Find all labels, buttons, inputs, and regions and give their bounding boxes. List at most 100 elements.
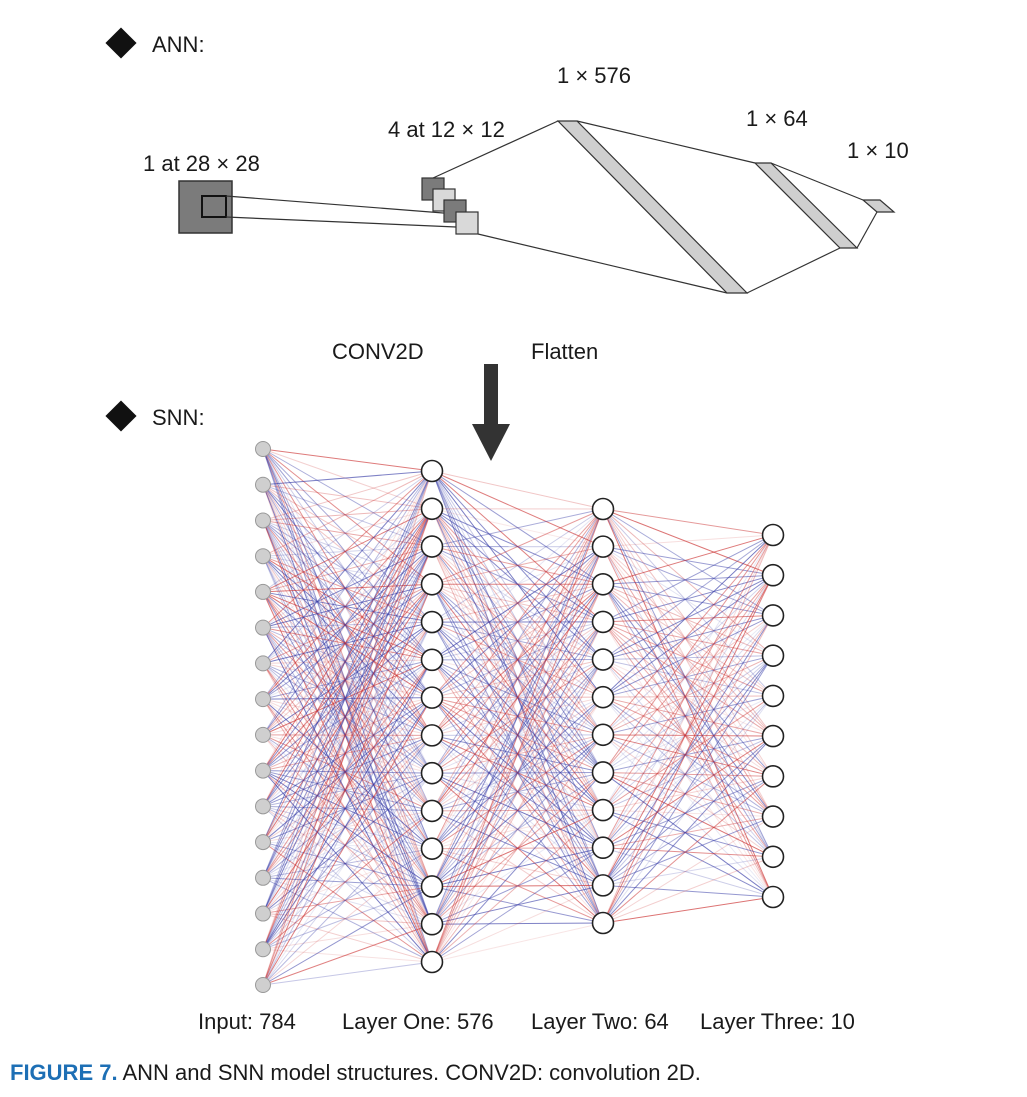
synapse-edge	[262, 546, 433, 664]
synapse-edge	[262, 448, 433, 925]
synapse-edge	[262, 555, 433, 812]
synapse-edge	[431, 809, 604, 963]
synapse-edge	[262, 591, 433, 736]
synapse-edge	[262, 546, 433, 950]
synapse-edge	[431, 546, 604, 736]
synapse-edge	[262, 848, 433, 879]
synapse-edge	[262, 591, 433, 661]
synapse-edge	[431, 546, 604, 887]
synapse-edge	[262, 448, 433, 698]
synapse-edge	[602, 534, 774, 698]
synapse-edge	[262, 546, 433, 914]
synapse-edge	[262, 448, 433, 774]
synapse-edge	[262, 772, 433, 843]
synapse-edge	[262, 659, 433, 772]
synapse-edge	[262, 698, 433, 812]
synapse-edge	[262, 508, 433, 557]
input-neuron	[255, 834, 271, 851]
synapse-edge	[262, 698, 433, 925]
synapse-edge	[262, 520, 433, 736]
synapse-edge	[262, 697, 433, 772]
layer-neuron	[591, 685, 615, 709]
synapse-edge	[431, 772, 604, 963]
synapse-edge	[602, 534, 774, 924]
synapse-edge	[262, 520, 433, 774]
synapse-edge	[602, 534, 774, 548]
synapse-edge	[602, 583, 774, 616]
synapse-edge	[262, 520, 433, 812]
synapse-edge	[262, 546, 433, 771]
layer-neuron	[761, 604, 785, 627]
layer-neuron	[420, 875, 444, 898]
synapse-edge	[602, 771, 774, 777]
synapse-edge	[602, 546, 774, 616]
synapse-edge	[262, 697, 433, 914]
figure-number: FIGURE 7.	[10, 1060, 118, 1085]
synapse-edge	[602, 655, 774, 849]
synapse-edge	[602, 583, 774, 777]
synapse-edge	[262, 470, 433, 486]
layer-neuron	[591, 911, 615, 935]
synapse-edge	[262, 520, 433, 623]
synapse-edge	[262, 659, 433, 807]
synapse-edge	[262, 659, 433, 664]
synapse-edge	[602, 534, 774, 811]
synapse-edge	[262, 484, 433, 623]
synapse-edge	[262, 735, 433, 986]
synapse-edge	[431, 922, 604, 925]
synapse-edge	[262, 584, 433, 807]
synapse-edge	[262, 520, 433, 661]
synapse-edge	[262, 810, 433, 950]
synapse-edge	[262, 698, 433, 887]
synapse-edge	[602, 696, 774, 777]
synapse-edge	[262, 555, 433, 623]
synapse-edge	[602, 583, 774, 697]
synapse-edge	[262, 546, 433, 700]
synapse-edge	[262, 508, 433, 629]
synapse-edge	[602, 574, 774, 698]
synapse-edge	[431, 546, 604, 585]
input-neuron	[255, 905, 271, 922]
synapse-edge	[602, 735, 774, 811]
synapse-edge	[262, 877, 433, 963]
synapse-edge	[602, 775, 774, 924]
synapse-edge	[602, 546, 774, 777]
synapse-edge	[262, 627, 433, 661]
synapse-edge	[431, 508, 604, 925]
ann-conv-maps	[421, 177, 479, 235]
synapse-edge	[262, 448, 433, 585]
ann-output-layer	[861, 199, 896, 213]
synapse-edge	[602, 621, 774, 817]
synapse-edge	[262, 810, 433, 914]
synapse-edge	[262, 484, 433, 661]
layer-neuron	[420, 648, 444, 672]
layer-neuron	[420, 535, 444, 558]
synapse-edge	[602, 508, 774, 737]
synapse-edge	[602, 574, 774, 848]
synapse-edge	[262, 698, 433, 736]
input-neuron	[255, 691, 271, 708]
synapse-edge	[262, 448, 433, 510]
synapse-edge	[431, 583, 604, 698]
synapse-edge	[262, 470, 433, 557]
synapse-edge	[262, 520, 433, 849]
synapse-edge	[262, 508, 433, 950]
synapse-edge	[602, 655, 774, 661]
synapse-edge	[602, 621, 774, 777]
layer-neuron	[761, 644, 785, 667]
synapse-edge	[431, 508, 604, 661]
synapse-edge	[262, 770, 433, 774]
synapse-edge	[431, 847, 604, 963]
synapse-edge	[602, 534, 774, 886]
ann-receptive-field	[201, 195, 227, 218]
synapse-edge	[262, 470, 433, 700]
synapse-edge	[262, 627, 433, 774]
synapse-edge	[262, 770, 433, 887]
synapse-edge	[262, 484, 433, 698]
synapse-edge	[602, 884, 774, 898]
synapse-edge	[262, 810, 433, 843]
synapse-edge	[431, 659, 604, 963]
synapse-edge	[602, 655, 774, 773]
synapse-edge	[431, 508, 604, 812]
snn-connections	[262, 448, 774, 986]
